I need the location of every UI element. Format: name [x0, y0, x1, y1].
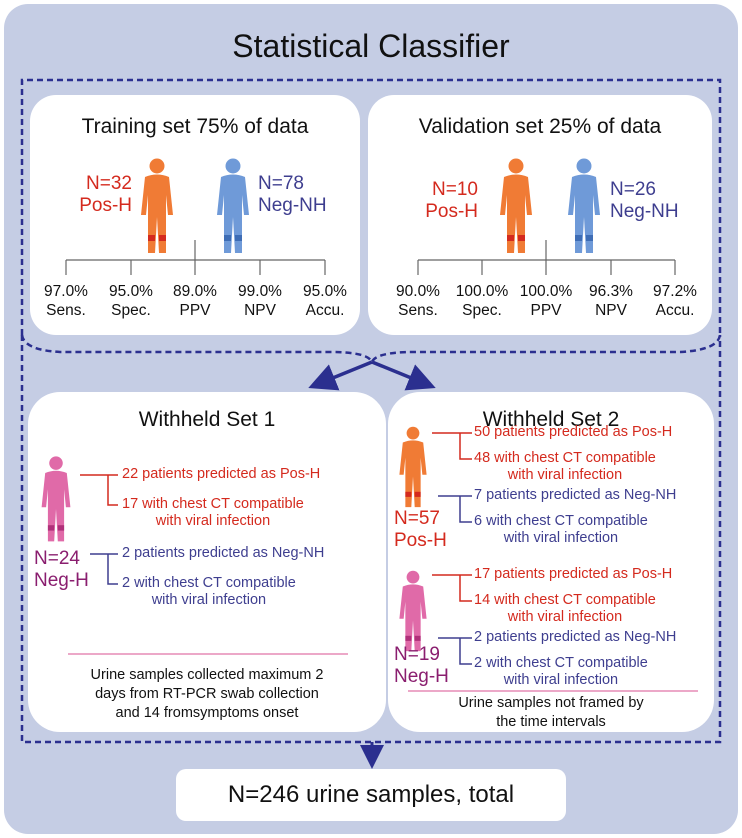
- training-neg-count: N=78 Neg-NH: [258, 173, 327, 216]
- withheld-1-pos-ct: 17 with chest CT compatible with viral in…: [122, 496, 304, 529]
- training-metric-spec: 95.0% Spec.: [109, 283, 153, 319]
- withheld-2-group-b-count: N=19 Neg-H: [394, 644, 449, 687]
- validation-metric-spec: 100.0% Spec.: [455, 283, 509, 319]
- validation-tree-lines: [417, 240, 676, 275]
- validation-pos-count: N=10 Pos-H: [425, 179, 478, 222]
- training-metric-sens: 97.0% Sens.: [44, 283, 88, 319]
- person-neg-h-icon: [41, 456, 71, 542]
- validation-neg-count: N=26 Neg-NH: [610, 179, 679, 222]
- person-pos-icon: [399, 426, 427, 508]
- validation-metric-npv: 96.3% NPV: [589, 283, 633, 319]
- training-panel: Training set 75% of data N=32 Pos-H N=78 N…: [30, 95, 360, 335]
- withheld-1-note: Urine samples collected maximum 2 days fr…: [90, 667, 324, 721]
- training-metric-accu: 95.0% Accu.: [303, 283, 347, 319]
- training-tree-lines: [65, 240, 326, 275]
- person-neg-icon: [568, 158, 600, 253]
- validation-metric-ppv: 100.0% PPV: [519, 283, 573, 319]
- withheld-2-b-neg-prediction: 2 patients predicted as Neg-NH: [474, 629, 677, 645]
- withheld-2-a-pos-ct: 48 with chest CT compatible with viral in…: [474, 450, 656, 483]
- training-metric-npv: 99.0% NPV: [238, 283, 282, 319]
- withheld-1-count: N=24 Neg-H: [34, 548, 89, 591]
- withheld-2-title: Withheld Set 2: [482, 408, 620, 431]
- person-pos-icon: [141, 158, 173, 253]
- withheld-2-a-neg-prediction: 7 patients predicted as Neg-NH: [474, 487, 677, 503]
- withheld-set-1-panel: Withheld Set 1 N=24 Neg-H 22 patients pre…: [28, 392, 386, 732]
- withheld-2-b-pos-prediction: 17 patients predicted as Pos-H: [474, 566, 673, 582]
- withheld-2-b-pos-ct: 14 with chest CT compatible with viral in…: [474, 592, 656, 625]
- training-metric-ppv: 89.0% PPV: [173, 283, 217, 319]
- withheld-1-neg-prediction: 2 patients predicted as Neg-NH: [122, 545, 325, 561]
- total-samples-box: N=246 urine samples, total: [176, 769, 566, 821]
- training-title: Training set 75% of data: [81, 115, 309, 138]
- person-pos-icon: [500, 158, 532, 253]
- withheld-1-neg-ct: 2 with chest CT compatible with viral inf…: [122, 575, 296, 608]
- withheld-1-pos-prediction: 22 patients predicted as Pos-H: [122, 466, 321, 482]
- withheld-set-2-panel: Withheld Set 2 N=57 Pos-H N=19 Neg-H 50 pa…: [388, 392, 714, 732]
- withheld-2-branches: [408, 432, 698, 692]
- page-title: Statistical Classifier: [232, 28, 510, 64]
- person-neg-icon: [217, 158, 249, 253]
- training-pos-count: N=32 Pos-H: [79, 173, 132, 216]
- validation-metric-sens: 90.0% Sens.: [396, 283, 440, 319]
- withheld-2-b-neg-ct: 2 with chest CT compatible with viral inf…: [474, 655, 648, 688]
- withheld-2-group-a-count: N=57 Pos-H: [394, 508, 447, 551]
- withheld-2-a-neg-ct: 6 with chest CT compatible with viral inf…: [474, 513, 648, 546]
- validation-metric-accu: 97.2% Accu.: [653, 283, 697, 319]
- validation-title: Validation set 25% of data: [418, 115, 662, 138]
- withheld-1-branches: [68, 474, 348, 655]
- withheld-2-note: Urine samples not framed by the time inte…: [458, 695, 644, 730]
- person-neg-h-icon: [399, 570, 427, 652]
- validation-panel: Validation set 25% of data N=10 Pos-H N=2…: [368, 95, 712, 335]
- withheld-1-title: Withheld Set 1: [138, 408, 276, 431]
- withheld-2-a-pos-prediction: 50 patients predicted as Pos-H: [474, 424, 673, 440]
